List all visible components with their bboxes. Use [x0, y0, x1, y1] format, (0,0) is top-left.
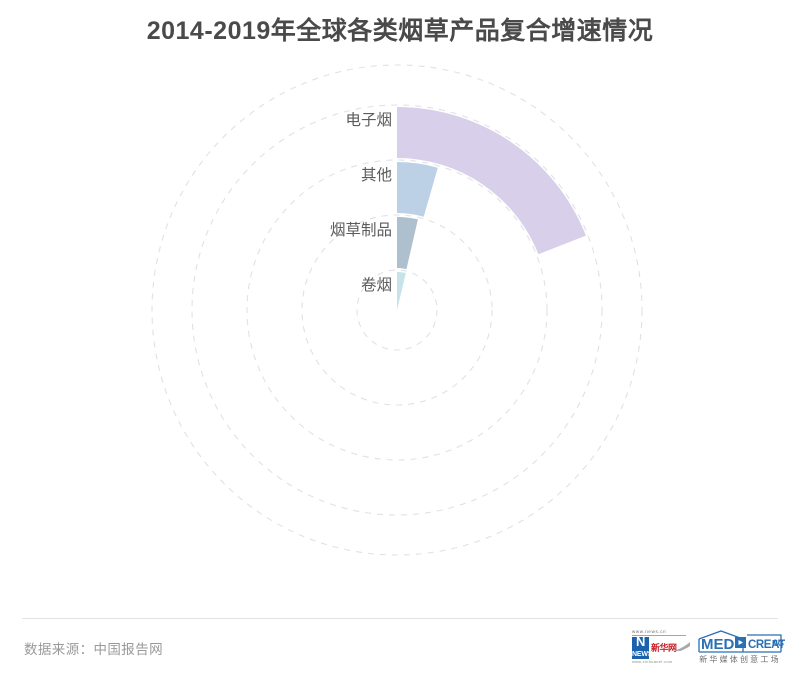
- xinhua-swoosh-icon: [670, 640, 690, 651]
- radial-bar-2[interactable]: [397, 162, 438, 217]
- xinhua-top-url: www.news.cn: [632, 629, 686, 636]
- grid-ring-2: [301, 214, 493, 406]
- medcreating-wordmark: MED CREATI NG: [695, 629, 788, 654]
- xinhua-chinese-block: 新华网: [649, 637, 686, 659]
- medcreating-chinese-name: 新华媒体创意工场: [699, 654, 781, 664]
- footer-divider: [22, 618, 778, 619]
- logo-strip: www.news.cn N NEWS 新华网 www.xinhuanet.com: [632, 626, 788, 668]
- radial-bar-1[interactable]: [397, 107, 586, 255]
- xinhua-chinese-name: 新华网: [651, 643, 677, 653]
- xinhua-logo-body: N NEWS 新华网: [632, 634, 690, 659]
- category-label-cigarette: 卷烟: [360, 277, 392, 294]
- xinhua-mark-letter: N: [636, 634, 645, 649]
- radial-bar-4[interactable]: [397, 272, 406, 310]
- grid-rings: [151, 64, 643, 556]
- grid-ring-3: [246, 159, 548, 461]
- xinhua-blue-mark: N NEWS: [632, 634, 653, 659]
- svg-text:NG: NG: [772, 639, 784, 648]
- category-label-ecigarette: 电子烟: [345, 112, 392, 129]
- radial-bar-3[interactable]: [397, 217, 418, 270]
- page-title: 2014-2019年全球各类烟草产品复合增速情况: [146, 17, 654, 45]
- category-label-tobacco-products: 烟草制品: [329, 222, 392, 239]
- xinhua-bottom-url: www.xinhuanet.com: [632, 660, 673, 664]
- data-source-note: 数据来源：中国报告网: [24, 642, 163, 657]
- grid-ring-4: [191, 104, 603, 516]
- svg-text:MED: MED: [701, 636, 735, 653]
- grid-ring-5: [151, 64, 643, 556]
- bar-group: [397, 107, 586, 310]
- polar-chart-svg: [151, 64, 643, 556]
- svg-text:CREATI: CREATI: [748, 639, 785, 651]
- radial-bar-chart: 电子烟 其他 烟草制品 卷烟: [0, 60, 800, 605]
- category-label-other: 其他: [360, 167, 392, 184]
- xinhua-news-logo: www.news.cn N NEWS 新华网 www.xinhuanet.com: [632, 628, 690, 666]
- medcreating-logo: MED CREATI NG 新华媒体创意工场: [694, 628, 788, 666]
- grid-ring-1: [356, 269, 438, 351]
- xinhua-mark-word: NEWS: [632, 651, 653, 658]
